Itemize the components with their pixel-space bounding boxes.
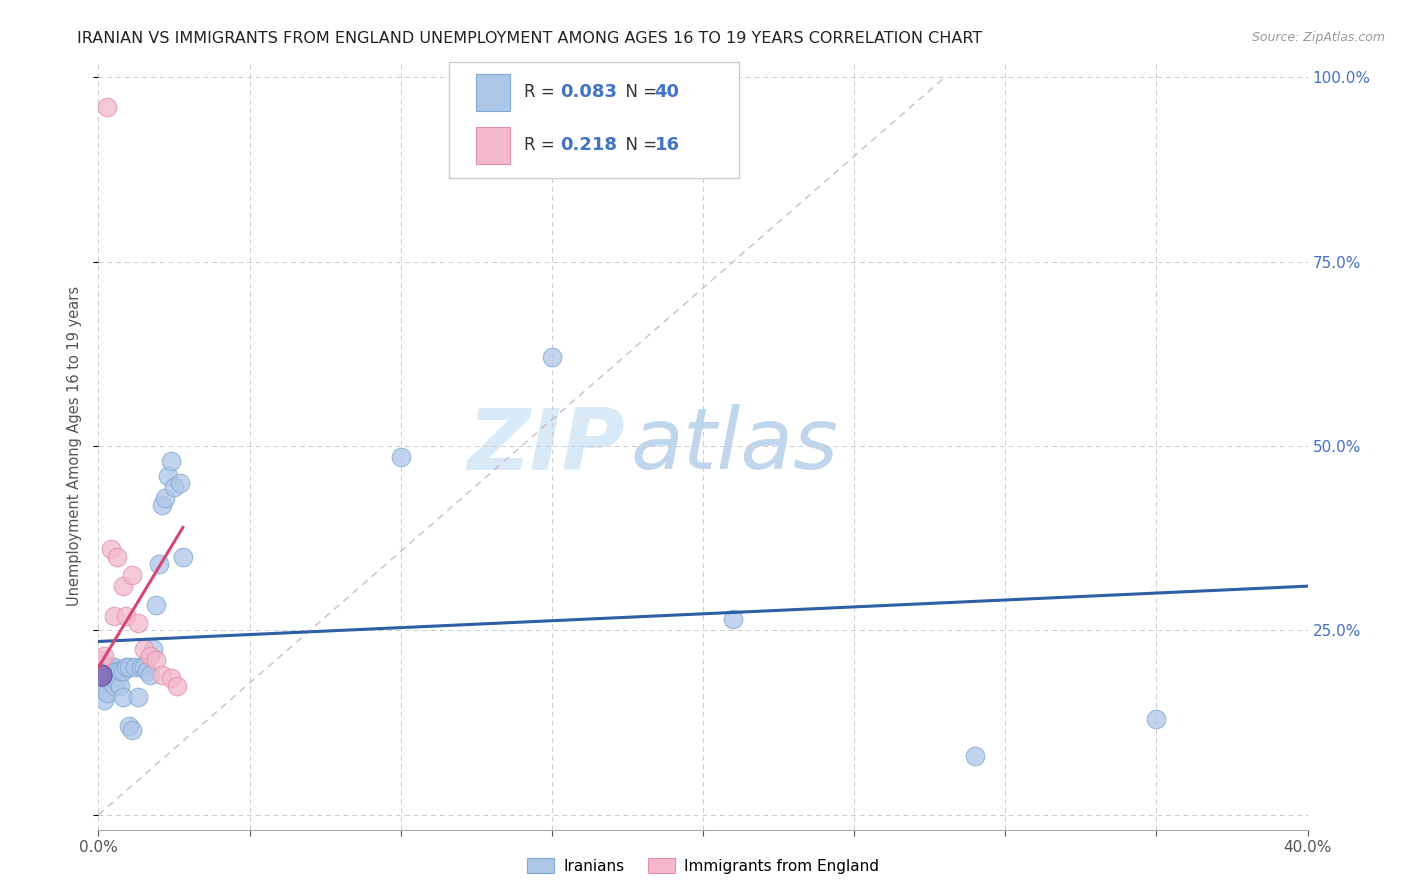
Point [111, 579, 134, 593]
Point [139, 667, 162, 681]
Point [150, 667, 173, 681]
Point [132, 660, 155, 674]
Point [114, 660, 136, 674]
Point [160, 454, 183, 468]
FancyBboxPatch shape [449, 62, 740, 178]
Point [121, 568, 143, 582]
Text: ZIP: ZIP [467, 404, 624, 488]
Point [1144, 712, 1167, 726]
Text: atlas: atlas [630, 404, 838, 488]
Y-axis label: Unemployment Among Ages 16 to 19 years: Unemployment Among Ages 16 to 19 years [67, 286, 83, 606]
Text: N =: N = [614, 136, 662, 154]
Point [90, 667, 112, 681]
Text: IRANIAN VS IMMIGRANTS FROM ENGLAND UNEMPLOYMENT AMONG AGES 16 TO 19 YEARS CORREL: IRANIAN VS IMMIGRANTS FROM ENGLAND UNEMP… [77, 31, 983, 46]
Point [145, 653, 167, 667]
Point [108, 679, 131, 693]
Point [169, 475, 191, 490]
Point [142, 641, 165, 656]
Point [148, 557, 170, 571]
Point [100, 675, 122, 690]
Text: R =: R = [524, 83, 560, 102]
Point [118, 719, 141, 733]
Point [100, 542, 122, 557]
Point [166, 679, 188, 693]
Text: 0.083: 0.083 [561, 83, 617, 102]
Point [103, 608, 125, 623]
Text: 40: 40 [655, 83, 679, 102]
Point [163, 479, 186, 493]
Point [114, 608, 136, 623]
Point [93, 649, 115, 664]
Point [105, 664, 128, 678]
Point [389, 450, 412, 464]
Point [156, 468, 179, 483]
Text: Source: ZipAtlas.com: Source: ZipAtlas.com [1251, 31, 1385, 45]
Point [90, 653, 112, 667]
FancyBboxPatch shape [475, 127, 509, 164]
Point [93, 667, 115, 681]
FancyBboxPatch shape [475, 74, 509, 111]
Point [105, 675, 128, 690]
Point [108, 664, 131, 678]
Point [965, 748, 987, 763]
Point [105, 549, 128, 564]
Point [124, 660, 146, 674]
Point [90, 679, 112, 693]
Point [153, 491, 176, 505]
Point [127, 615, 149, 630]
Point [129, 660, 152, 674]
Point [150, 498, 173, 512]
Point [145, 598, 167, 612]
Point [135, 664, 157, 678]
Point [160, 671, 183, 685]
Point [111, 664, 134, 678]
Point [139, 649, 162, 664]
Text: 16: 16 [655, 136, 679, 154]
Point [96, 686, 118, 700]
Point [103, 660, 125, 674]
Text: 0.218: 0.218 [561, 136, 617, 154]
Point [121, 723, 143, 737]
Text: N =: N = [614, 83, 662, 102]
Point [93, 693, 115, 707]
Point [100, 660, 122, 674]
Point [96, 660, 118, 674]
Point [132, 641, 155, 656]
Point [103, 679, 125, 693]
Point [118, 660, 141, 674]
Point [127, 690, 149, 704]
Point [172, 549, 194, 564]
Point [723, 612, 745, 626]
Legend: Iranians, Immigrants from England: Iranians, Immigrants from England [520, 852, 886, 880]
Point [96, 100, 118, 114]
Point [111, 690, 134, 704]
Point [540, 351, 562, 365]
Text: R =: R = [524, 136, 560, 154]
